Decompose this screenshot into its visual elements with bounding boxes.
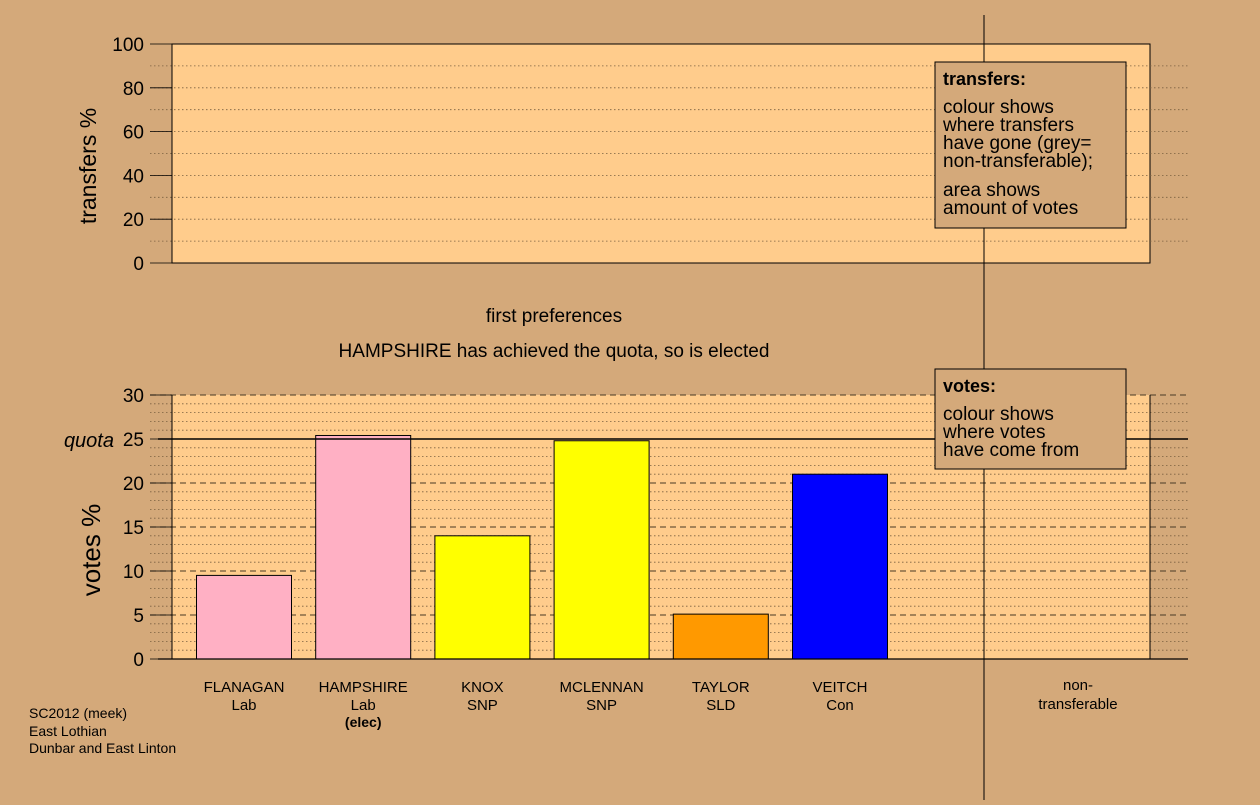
votes-y-tick-label: 15 [123,518,144,539]
transfers-y-axis-label: transfers % [75,108,101,224]
transfers-y-tick-label: 100 [112,35,144,56]
quota-label: quota [64,430,114,452]
candidate-party-label: SNP [586,697,617,714]
transfers-legend-box [934,61,1127,229]
candidate-name-label: TAYLOR [692,679,750,696]
candidate-name-label: KNOX [461,679,504,696]
candidate-party-label: SNP [467,697,498,714]
stage-caption: first preferences [486,306,622,327]
transfers-y-tick-label: 60 [123,123,144,144]
transfers-legend-text: have gone (grey= [943,133,1091,154]
transfers-legend: transfers: colour shows where transfers … [934,61,1127,229]
transfers-legend-title: transfers: [943,69,1026,89]
source-line-3: Dunbar and East Linton [29,740,176,756]
transfers-y-axis: 0 20 40 60 80 100 [112,35,172,275]
candidate-name-label: HAMPSHIRE [319,679,408,696]
source-line-1: SC2012 (meek) [29,705,127,721]
votes-y-axis-label: votes % [76,504,106,597]
bar-flanagan [196,574,292,660]
votes-legend-text: colour shows [943,404,1054,425]
votes-y-tick-label: 20 [123,474,144,495]
candidate-elected-note: (elec) [345,714,382,730]
transfers-legend-text: area shows [943,180,1040,201]
votes-y-tick-label: 5 [133,606,144,627]
transfers-y-tick-label: 40 [123,166,144,187]
source-line-2: East Lothian [29,723,107,739]
nontransferable-label-line1: non- [1063,677,1093,694]
candidate-name-label: MCLENNAN [560,679,644,696]
candidate-party-label: Con [826,697,854,714]
transfers-legend-text: amount of votes [943,198,1078,219]
candidate-name-label: FLANAGAN [204,679,285,696]
bar-taylor [672,613,769,660]
candidate-party-label: Lab [231,697,256,714]
bar-mclennan [553,440,650,660]
candidate-labels: FLANAGANLabHAMPSHIRELab(elec)KNOXSNPMCLE… [204,679,868,730]
votes-legend-text: where votes [942,422,1045,443]
votes-bars [196,434,888,660]
candidate-party-label: Lab [351,697,376,714]
bar-veitch [792,473,888,660]
candidate-name-label: VEITCH [812,679,867,696]
votes-legend-box [934,368,1127,470]
transfers-legend-text: where transfers [942,115,1074,136]
status-caption: HAMPSHIRE has achieved the quota, so is … [339,341,770,362]
votes-legend-title: votes: [943,376,996,396]
transfers-legend-text: colour shows [943,97,1054,118]
votes-y-tick-label: 10 [123,562,144,583]
source-footer: SC2012 (meek) East Lothian Dunbar and Ea… [29,705,176,756]
bar-knox [434,535,531,660]
candidate-party-label: SLD [706,697,735,714]
votes-y-axis: 0 5 10 15 20 25 30 [123,386,172,671]
votes-y-tick-label: 25 [123,430,144,451]
transfers-y-tick-label: 80 [123,79,144,100]
votes-y-tick-label: 0 [133,650,144,671]
bar-hampshire [315,434,412,660]
transfers-y-tick-label: 0 [133,254,144,275]
nontransferable-label-line2: transferable [1038,696,1117,713]
transfers-legend-text: non-transferable); [943,151,1093,172]
votes-y-tick-label: 30 [123,386,144,407]
votes-legend: votes: colour shows where votes have com… [934,368,1127,470]
transfers-y-tick-label: 20 [123,210,144,231]
votes-legend-text: have come from [943,440,1079,461]
